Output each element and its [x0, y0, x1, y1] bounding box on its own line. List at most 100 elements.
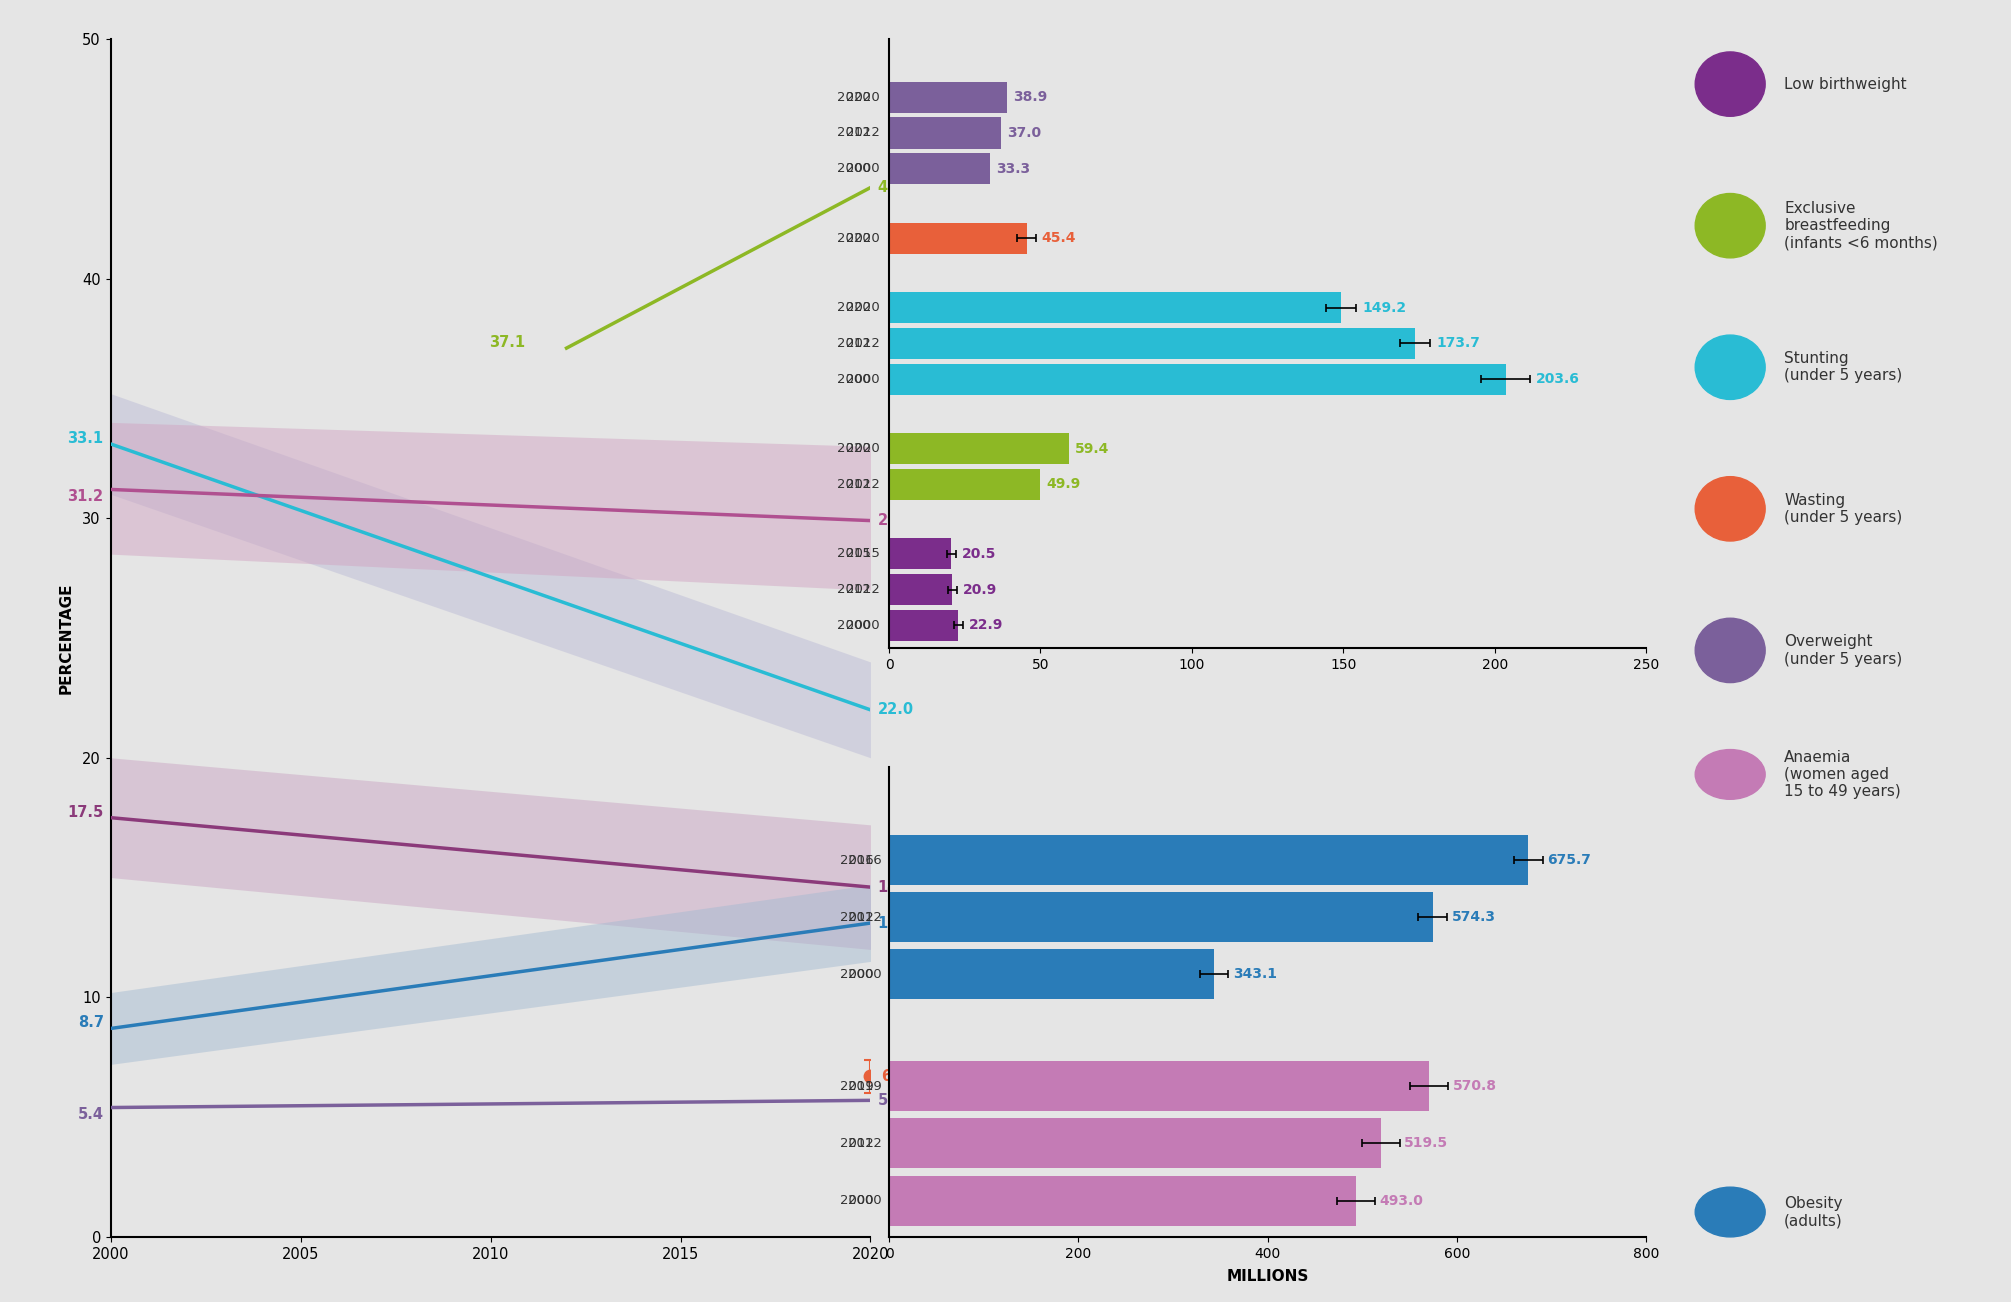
Text: 2000: 2000: [837, 618, 871, 631]
Text: 2020: 2020: [837, 301, 871, 314]
Bar: [889, 82, 1008, 113]
Text: 5.7: 5.7: [877, 1092, 903, 1108]
Text: 2019: 2019: [849, 1079, 881, 1092]
Ellipse shape: [1695, 477, 1766, 542]
Text: Wasting
(under 5 years): Wasting (under 5 years): [1784, 492, 1902, 525]
Bar: [889, 609, 959, 641]
Ellipse shape: [1695, 52, 1766, 116]
Text: 675.7: 675.7: [1546, 853, 1591, 867]
Text: 2000: 2000: [841, 1194, 875, 1207]
Text: 22.0: 22.0: [877, 702, 913, 717]
Text: 2020: 2020: [847, 232, 881, 245]
Bar: [889, 574, 953, 605]
Ellipse shape: [1695, 1187, 1766, 1237]
Text: 31.2: 31.2: [68, 488, 105, 504]
Text: 570.8: 570.8: [1452, 1079, 1496, 1094]
Text: 2020: 2020: [847, 301, 881, 314]
Text: Anaemia
(women aged
15 to 49 years): Anaemia (women aged 15 to 49 years): [1784, 750, 1900, 799]
Bar: [889, 1061, 1430, 1111]
Text: 6.7: 6.7: [881, 1069, 907, 1083]
Text: 2012: 2012: [837, 126, 871, 139]
Text: 43.8: 43.8: [877, 180, 913, 195]
Ellipse shape: [1695, 618, 1766, 682]
Text: 8.7: 8.7: [78, 1016, 105, 1030]
Text: 343.1: 343.1: [1233, 967, 1277, 982]
Bar: [889, 892, 1432, 943]
Text: 2015: 2015: [837, 547, 871, 560]
Text: 2012: 2012: [837, 478, 871, 491]
Text: 17.5: 17.5: [68, 805, 105, 819]
Text: 519.5: 519.5: [1404, 1137, 1448, 1151]
Text: 33.3: 33.3: [995, 161, 1030, 176]
Bar: [889, 292, 1341, 323]
Ellipse shape: [1695, 194, 1766, 258]
Ellipse shape: [1695, 335, 1766, 400]
Bar: [889, 154, 989, 184]
Text: 20.9: 20.9: [963, 582, 997, 596]
Text: 2012: 2012: [847, 478, 881, 491]
Text: 38.9: 38.9: [1014, 90, 1048, 104]
Ellipse shape: [1695, 750, 1766, 799]
Text: 493.0: 493.0: [1380, 1194, 1424, 1207]
Text: 5.4: 5.4: [78, 1107, 105, 1122]
Text: 45.4: 45.4: [1042, 232, 1076, 245]
Text: 2012: 2012: [847, 583, 881, 596]
Text: 574.3: 574.3: [1452, 910, 1496, 924]
Text: 2016: 2016: [841, 854, 875, 867]
Bar: [889, 538, 951, 569]
Bar: [889, 117, 1001, 148]
Text: Exclusive
breastfeeding
(infants <6 months): Exclusive breastfeeding (infants <6 mont…: [1784, 201, 1939, 250]
Text: 2012: 2012: [841, 1137, 875, 1150]
Bar: [889, 469, 1040, 500]
Text: 37.1: 37.1: [489, 335, 525, 350]
Text: 2020: 2020: [837, 91, 871, 104]
Text: 173.7: 173.7: [1436, 336, 1480, 350]
Bar: [889, 223, 1026, 254]
Bar: [889, 363, 1506, 395]
Text: 2000: 2000: [849, 1194, 881, 1207]
Text: 2015: 2015: [847, 547, 881, 560]
X-axis label: MILLIONS: MILLIONS: [1227, 1269, 1309, 1284]
Text: 2000: 2000: [841, 967, 875, 980]
Text: 13.1: 13.1: [877, 915, 913, 931]
Text: 2020: 2020: [837, 443, 871, 456]
Bar: [889, 328, 1416, 359]
Text: 2000: 2000: [837, 372, 871, 385]
Bar: [889, 949, 1215, 1000]
Text: Obesity
(adults): Obesity (adults): [1784, 1195, 1842, 1228]
Text: Overweight
(under 5 years): Overweight (under 5 years): [1784, 634, 1902, 667]
Text: 2000: 2000: [849, 967, 881, 980]
Text: 20.5: 20.5: [961, 547, 995, 561]
Text: 149.2: 149.2: [1361, 301, 1406, 315]
Bar: [889, 434, 1070, 465]
Text: 2019: 2019: [841, 1079, 875, 1092]
Text: 2000: 2000: [837, 163, 871, 174]
Text: 2012: 2012: [847, 126, 881, 139]
Text: 2012: 2012: [847, 337, 881, 350]
Text: 14.6: 14.6: [877, 880, 913, 894]
Text: 2000: 2000: [847, 618, 881, 631]
Text: 2020: 2020: [837, 232, 871, 245]
Text: 59.4: 59.4: [1076, 441, 1110, 456]
Text: 2012: 2012: [837, 337, 871, 350]
Text: Stunting
(under 5 years): Stunting (under 5 years): [1784, 352, 1902, 384]
Text: 49.9: 49.9: [1046, 478, 1080, 491]
Y-axis label: PERCENTAGE: PERCENTAGE: [58, 582, 74, 694]
Text: 29.9: 29.9: [877, 513, 913, 529]
Text: 37.0: 37.0: [1008, 126, 1042, 141]
Text: 2012: 2012: [841, 911, 875, 923]
Text: 33.1: 33.1: [68, 431, 105, 445]
Text: 2016: 2016: [849, 854, 881, 867]
Text: 2000: 2000: [847, 372, 881, 385]
Text: 22.9: 22.9: [969, 618, 1003, 633]
Text: 2000: 2000: [847, 163, 881, 174]
Text: 2012: 2012: [837, 583, 871, 596]
Text: 2012: 2012: [849, 1137, 881, 1150]
Text: Low birthweight: Low birthweight: [1784, 77, 1906, 91]
Text: 203.6: 203.6: [1536, 372, 1581, 387]
Text: 2020: 2020: [847, 443, 881, 456]
Bar: [889, 835, 1528, 885]
Bar: [889, 1176, 1355, 1225]
Text: 2020: 2020: [847, 91, 881, 104]
Text: 2012: 2012: [849, 911, 881, 923]
